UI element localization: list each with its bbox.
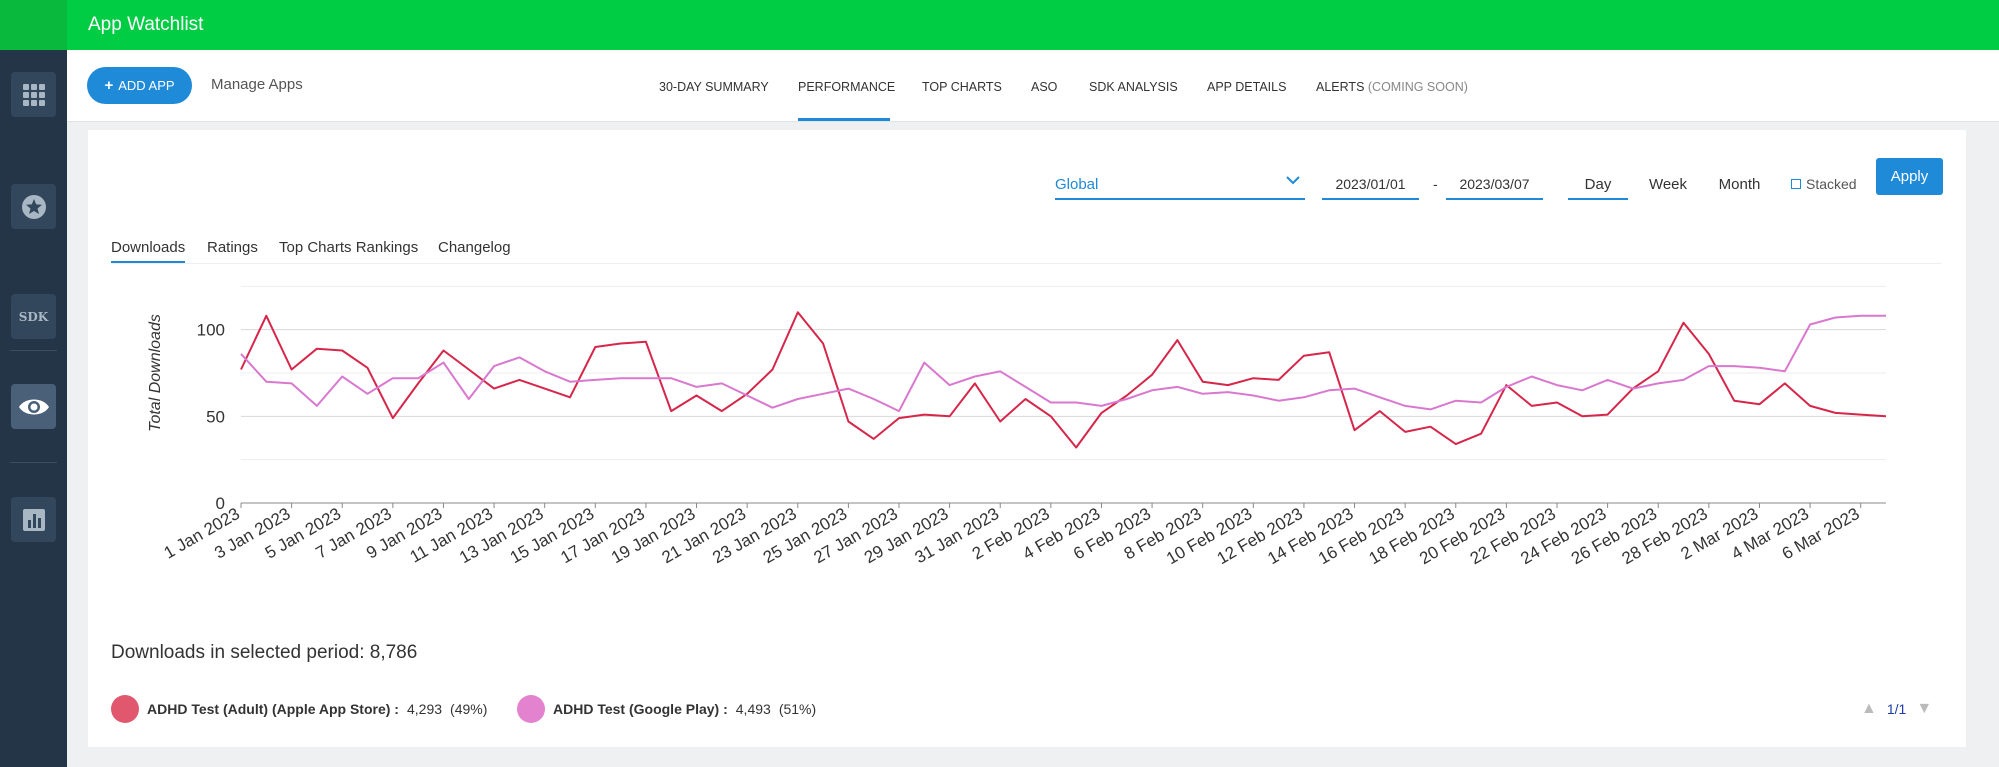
- end-date-input[interactable]: 2023/03/07: [1446, 170, 1543, 200]
- triangle-down-icon[interactable]: ▼: [1916, 700, 1933, 717]
- date-separator: -: [1433, 176, 1438, 192]
- subtab-divider: [111, 263, 1941, 264]
- add-app-button[interactable]: + ADD APP: [87, 67, 192, 104]
- active-subtab-indicator: [111, 261, 185, 263]
- region-select[interactable]: Global: [1055, 170, 1305, 200]
- series-line-google: [240, 314, 1886, 413]
- tab-aso[interactable]: ASO: [1031, 80, 1058, 94]
- tab-performance[interactable]: PERFORMANCE: [798, 80, 896, 94]
- granularity-month-button[interactable]: Month: [1718, 176, 1761, 193]
- y-tick-label: 50: [206, 407, 225, 426]
- plus-icon: +: [104, 77, 114, 94]
- legend-pager: ▲ 1/1 ▼: [1861, 700, 1933, 717]
- tab-30-day-summary[interactable]: 30-DAY SUMMARY: [659, 80, 769, 94]
- tab-app-details[interactable]: APP DETAILS: [1207, 80, 1287, 94]
- granularity-week-button[interactable]: Week: [1648, 176, 1688, 193]
- top-bar: App Watchlist: [0, 0, 1999, 50]
- tab-sdk-analysis[interactable]: SDK ANALYSIS: [1089, 80, 1178, 94]
- legend-item-google[interactable]: ADHD Test (Google Play) : 4,493 (51%): [517, 695, 816, 723]
- performance-panel: Global 2023/01/01 - 2023/03/07 Day Week …: [88, 130, 1966, 747]
- y-axis-label: Total Downloads: [147, 314, 164, 432]
- active-tab-indicator: [798, 118, 890, 121]
- sdk-icon[interactable]: SDK: [11, 294, 56, 339]
- subtab-ratings[interactable]: Ratings: [207, 239, 258, 256]
- series-color-dot: [517, 695, 545, 723]
- series-color-dot: [111, 695, 139, 723]
- manage-apps-link[interactable]: Manage Apps: [211, 76, 303, 93]
- bar-chart-icon[interactable]: [11, 497, 56, 542]
- subtab-changelog[interactable]: Changelog: [438, 239, 511, 256]
- start-date-input[interactable]: 2023/01/01: [1322, 170, 1419, 200]
- stacked-checkbox[interactable]: Stacked: [1791, 176, 1857, 192]
- series-line-apple: [240, 311, 1887, 449]
- tab-alerts[interactable]: ALERTS (COMING SOON): [1316, 80, 1468, 94]
- subtab-top-charts-rankings[interactable]: Top Charts Rankings: [279, 239, 419, 256]
- granularity-day-button[interactable]: Day: [1568, 170, 1628, 200]
- grid-icon[interactable]: [11, 72, 56, 117]
- app-title: App Watchlist: [88, 14, 204, 35]
- sidebar-divider: [10, 462, 57, 463]
- downloads-total: Downloads in selected period: 8,786: [111, 642, 418, 663]
- legend-item-apple[interactable]: ADHD Test (Adult) (Apple App Store) : 4,…: [111, 695, 487, 723]
- sidebar-divider: [10, 350, 57, 351]
- subtab-downloads[interactable]: Downloads: [111, 239, 186, 256]
- eye-icon[interactable]: [11, 384, 56, 429]
- logo-block: [0, 0, 67, 50]
- tab-top-charts[interactable]: TOP CHARTS: [922, 80, 1002, 94]
- apply-button[interactable]: Apply: [1876, 158, 1943, 195]
- star-icon[interactable]: [11, 184, 56, 229]
- y-tick-label: 0: [216, 494, 225, 513]
- triangle-up-icon[interactable]: ▲: [1861, 700, 1877, 717]
- sidebar: SDK: [0, 50, 67, 767]
- chevron-down-icon: [1285, 172, 1301, 192]
- nav-bar: + ADD APP Manage Apps 30-DAY SUMMARY PER…: [67, 50, 1999, 122]
- y-tick-label: 100: [197, 321, 225, 340]
- checkbox-icon: [1791, 179, 1801, 189]
